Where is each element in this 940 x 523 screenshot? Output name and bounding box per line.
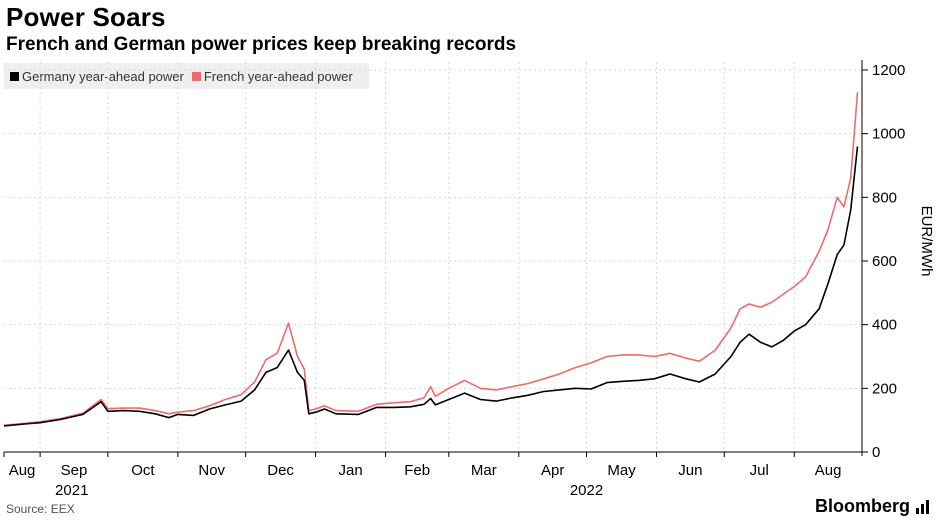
x-tick-label: Sep — [61, 462, 88, 479]
y-tick-label: 200 — [872, 380, 897, 397]
x-tick-label: Mar — [471, 462, 497, 479]
y-tick-label: 400 — [872, 317, 897, 334]
x-tick-label: Jan — [338, 462, 362, 479]
legend-label-germany: Germany year-ahead power — [22, 68, 184, 84]
series-line-france — [3, 92, 859, 427]
x-tick-label: Aug — [9, 462, 36, 479]
source-note: Source: EEX — [6, 502, 75, 516]
legend-item-germany: Germany year-ahead power — [10, 69, 184, 84]
x-tick-label: Feb — [404, 462, 430, 479]
brand-name: Bloomberg — [814, 496, 910, 516]
y-tick-label: 1000 — [872, 126, 905, 143]
x-year-label: 2021 — [55, 482, 88, 499]
x-tick-label: Oct — [131, 462, 155, 479]
y-tick-label: 800 — [872, 189, 897, 206]
x-tick-label: Jun — [678, 462, 702, 479]
x-tick-label: Jul — [750, 462, 769, 479]
legend-swatch-france — [191, 71, 201, 81]
x-tick-label: Apr — [541, 462, 564, 479]
bars-icon — [916, 499, 930, 514]
y-tick-label: 600 — [872, 253, 897, 270]
axis-layer: 0 200 400 600 800 1000 1200 Aug Sep Oct Nov Dec Jan F… — [3, 60, 905, 499]
x-tick-label: Aug — [815, 462, 842, 479]
y-tick-label: 0 — [872, 444, 880, 461]
chart-subtitle: French and German power prices keep brea… — [6, 34, 517, 55]
series-layer — [3, 92, 859, 427]
legend: Germany year-ahead power French year-ahe… — [4, 63, 369, 89]
y-axis-label: EUR/MWh — [918, 206, 935, 277]
chart-title: Power Soars — [6, 2, 166, 32]
legend-swatch-germany — [10, 71, 19, 81]
x-year-label: 2022 — [570, 482, 603, 499]
brand-logo: Bloomberg — [815, 496, 930, 517]
x-tick-label: Dec — [267, 462, 294, 479]
y-tick-label: 1200 — [872, 62, 905, 79]
grid — [4, 62, 862, 452]
series-line-germany — [3, 146, 859, 427]
x-tick-label: May — [607, 462, 636, 479]
x-tick-label: Nov — [198, 462, 225, 479]
